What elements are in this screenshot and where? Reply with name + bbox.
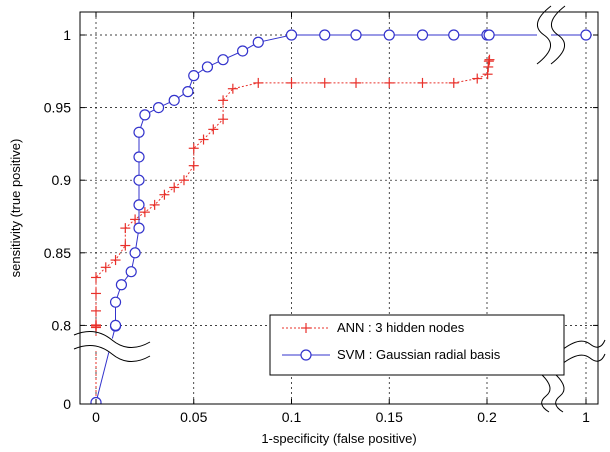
- y-tick-label: 1: [63, 27, 71, 43]
- legend-box: [269, 314, 565, 376]
- data-point: [218, 114, 229, 125]
- data-point: [169, 182, 180, 193]
- data-point: [319, 77, 330, 88]
- y-axis-label: sensitivity (true positive): [8, 139, 23, 278]
- data-point: [483, 56, 494, 67]
- legend: ANN : 3 hidden nodes SVM : Gaussian radi…: [269, 314, 565, 376]
- x-tick-label: 0.15: [376, 409, 403, 425]
- data-point: [252, 36, 264, 48]
- data-point: [133, 174, 145, 186]
- data-point: [483, 61, 494, 72]
- data-point: [178, 175, 189, 186]
- data-point: [91, 272, 101, 283]
- data-point: [188, 143, 199, 154]
- x-axis-break-top: [536, 5, 566, 65]
- data-point: [91, 320, 101, 331]
- data-point: [351, 77, 362, 88]
- data-point: [110, 255, 121, 266]
- data-point: [139, 109, 151, 121]
- y-tick-label: 0: [63, 396, 71, 412]
- data-point: [120, 240, 131, 251]
- data-point: [208, 124, 219, 135]
- y-axis-break-right: [561, 339, 606, 365]
- data-point: [483, 29, 495, 41]
- y-axis-break: [73, 330, 151, 362]
- data-point: [448, 29, 460, 41]
- data-point: [416, 29, 429, 41]
- data-point: [188, 70, 200, 82]
- data-point: [109, 319, 122, 331]
- data-point: [472, 73, 483, 84]
- data-point: [384, 77, 395, 88]
- x-tick-label: 0.2: [477, 409, 497, 425]
- data-point: [417, 77, 428, 88]
- ticks: 0 0.05 0.1 0.15 0.2 1 0 0.8 0.85 0.9 0.95 1: [44, 12, 598, 425]
- data-point: [91, 288, 101, 299]
- data-point: [484, 54, 495, 65]
- legend-sample-ann: [282, 323, 330, 333]
- x-tick-label: 0: [92, 409, 100, 425]
- data-point: [482, 69, 493, 80]
- data-point: [253, 77, 264, 88]
- data-point: [133, 222, 145, 234]
- data-point: [350, 29, 362, 41]
- data-point: [120, 223, 131, 234]
- data-point: [448, 77, 459, 88]
- legend-marker: [300, 349, 312, 361]
- data-point: [285, 29, 298, 41]
- plot-frame: [79, 11, 599, 405]
- data-point: [227, 83, 238, 94]
- data-point: [198, 134, 209, 145]
- data-point: [133, 126, 145, 138]
- data-point: [129, 247, 141, 259]
- data-point: [139, 207, 150, 218]
- legend-label-svm: SVM : Gaussian radial basis: [337, 347, 501, 362]
- legend-sample-svm: [282, 349, 330, 361]
- data-point: [91, 305, 101, 316]
- data-point: [218, 95, 229, 106]
- data-point: [286, 77, 297, 88]
- data-point: [182, 86, 194, 98]
- data-point: [319, 29, 331, 41]
- data-point: [159, 189, 170, 200]
- y-tick-label: 0.8: [52, 317, 72, 333]
- legend-marker: [301, 323, 311, 333]
- data-point: [383, 29, 395, 41]
- data-point: [100, 262, 111, 273]
- y-tick-label: 0.9: [52, 172, 72, 188]
- data-point: [125, 266, 137, 278]
- data-point: [109, 296, 122, 308]
- data-point: [133, 199, 145, 211]
- data-point: [149, 199, 160, 210]
- data-point: [152, 101, 165, 114]
- legend-label-ann: ANN : 3 hidden nodes: [337, 320, 465, 335]
- x-axis-break-bottom: [540, 373, 565, 413]
- series-layer: [90, 29, 592, 404]
- data-point: [130, 214, 141, 225]
- x-tick-label: 1: [582, 409, 590, 425]
- data-point: [133, 151, 145, 163]
- data-point: [201, 61, 214, 73]
- axis-breaks: [73, 5, 606, 413]
- data-point: [188, 160, 199, 171]
- x-tick-label: 0.1: [282, 409, 302, 425]
- x-tick-label: 0.05: [180, 409, 207, 425]
- y-tick-label: 0.95: [44, 100, 71, 116]
- data-point: [217, 54, 229, 66]
- y-tick-label: 0.85: [44, 245, 71, 261]
- x-axis-label: 1-specificity (false positive): [261, 431, 416, 446]
- data-point: [237, 45, 249, 57]
- series-1: [90, 29, 592, 404]
- data-point: [115, 279, 128, 291]
- data-point: [580, 29, 592, 41]
- data-point: [168, 94, 180, 106]
